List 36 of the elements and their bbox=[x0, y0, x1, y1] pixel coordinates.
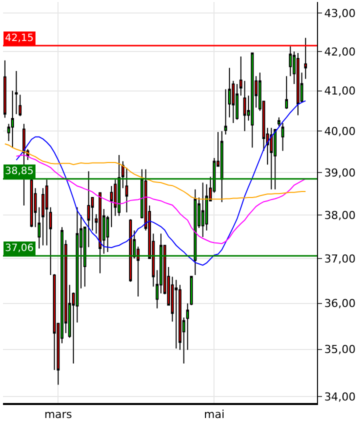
candlestick bbox=[98, 192, 102, 274]
candlestick bbox=[174, 279, 178, 349]
candlestick bbox=[224, 88, 228, 135]
y-tick-label: 42,00 bbox=[324, 45, 356, 58]
candlestick bbox=[250, 52, 254, 148]
candlestick bbox=[296, 52, 300, 116]
candlestick bbox=[285, 76, 288, 110]
y-tick-label: 39,00 bbox=[324, 166, 356, 180]
y-tick-label: 37,00 bbox=[324, 252, 356, 266]
y-tick-label: 35,00 bbox=[324, 343, 356, 356]
x-tick-label: mars bbox=[44, 408, 72, 422]
candlestick bbox=[190, 276, 193, 306]
candlestick bbox=[281, 122, 284, 152]
candlestick bbox=[201, 182, 204, 238]
y-tick-label: 36,00 bbox=[324, 297, 356, 310]
ref-line-label: 38,85 bbox=[5, 166, 34, 177]
y-tick-label: 43,00 bbox=[324, 6, 356, 20]
candlestick bbox=[11, 90, 14, 148]
x-tick-label: mai bbox=[204, 408, 224, 422]
y-tick-label: 40,00 bbox=[324, 125, 356, 138]
y-tick-label: 34,00 bbox=[324, 390, 356, 404]
candlestick bbox=[118, 154, 121, 216]
line-series bbox=[4, 143, 306, 200]
y-tick-label: 38,00 bbox=[324, 208, 356, 222]
candlestick bbox=[278, 116, 280, 127]
candlestick bbox=[3, 60, 6, 118]
candlestick bbox=[14, 70, 18, 115]
candlestick bbox=[270, 127, 273, 190]
candlestick bbox=[274, 129, 277, 190]
y-tick-label: 41,00 bbox=[324, 84, 356, 98]
ref-line-label: 42,15 bbox=[5, 33, 34, 44]
candlestick bbox=[220, 130, 224, 203]
candlestick bbox=[30, 178, 33, 228]
candlestick bbox=[129, 218, 132, 282]
ref-line-label: 37,06 bbox=[5, 243, 34, 254]
candlestick bbox=[236, 84, 239, 120]
